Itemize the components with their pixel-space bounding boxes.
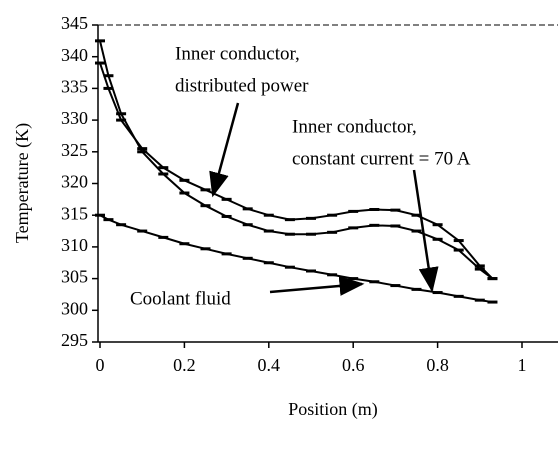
marker [327,213,338,217]
y-tick-label: 325 [61,140,88,160]
y-tick-label: 345 [61,13,88,33]
marker [263,213,274,217]
marker [137,229,148,233]
marker [284,232,295,236]
marker [284,265,295,269]
y-tick-label: 305 [61,267,88,287]
marker [137,150,148,154]
y-tick-label: 330 [61,108,88,128]
x-tick-label: 0.4 [258,355,281,375]
marker [487,300,498,304]
marker [306,269,316,273]
marker [95,213,105,217]
marker [200,247,211,251]
marker [200,188,211,192]
marker [453,248,464,252]
marker [103,86,114,90]
marker [306,216,316,220]
marker [179,242,190,246]
y-tick-label: 300 [61,298,88,318]
marker [116,223,127,227]
marker [103,218,114,222]
arrow [412,169,439,293]
arrow [269,275,365,296]
marker [284,218,295,222]
marker [474,298,485,302]
marker [221,214,232,218]
marker [327,230,338,234]
marker [221,252,232,256]
y-tick-label: 335 [61,77,88,97]
y-tick-label: 320 [61,172,88,192]
marker [411,213,422,217]
marker [306,232,316,236]
annotation: distributed power [175,75,309,96]
marker [263,261,274,265]
marker [200,204,211,208]
y-tick-label: 315 [61,203,88,223]
annotation: Inner conductor, [175,43,300,64]
marker [242,223,253,227]
marker [179,191,190,195]
x-tick-label: 0.2 [173,355,196,375]
marker [369,223,380,227]
marker [411,229,422,233]
x-tick-label: 0.8 [426,355,449,375]
marker [369,207,380,211]
marker [137,147,148,151]
x-tick-label: 1 [518,355,527,375]
marker [95,39,105,43]
annotation: Coolant fluid [130,288,231,309]
marker [390,208,401,212]
marker [432,291,443,295]
marker [348,226,359,230]
marker [369,280,380,284]
annotation: constant current = 70 A [292,148,471,169]
y-tick-label: 340 [61,45,88,65]
y-tick-label: 310 [61,235,88,255]
marker [474,264,485,268]
marker [116,112,127,116]
marker [487,277,498,281]
y-axis-label: Temperature (K) [12,123,33,243]
x-tick-label: 0 [96,355,105,375]
marker [95,61,105,65]
marker [242,256,253,260]
marker [242,207,253,211]
x-tick-label: 0.6 [342,355,365,375]
marker [411,287,422,291]
marker [158,172,169,176]
marker [116,118,127,122]
marker [432,223,443,227]
marker [348,209,359,213]
marker [453,294,464,298]
arrow [209,102,240,198]
marker [158,166,169,170]
annotation: Inner conductor, [292,116,417,137]
marker [103,74,114,78]
marker [221,197,232,201]
x-axis-label: Position (m) [288,399,378,420]
marker [158,235,169,239]
marker [348,277,359,281]
marker [327,273,338,277]
y-tick-label: 295 [61,330,88,350]
marker [390,284,401,288]
marker [453,239,464,243]
marker [474,267,485,271]
marker [432,237,443,241]
marker [179,178,190,182]
marker [263,229,274,233]
marker [390,224,401,228]
